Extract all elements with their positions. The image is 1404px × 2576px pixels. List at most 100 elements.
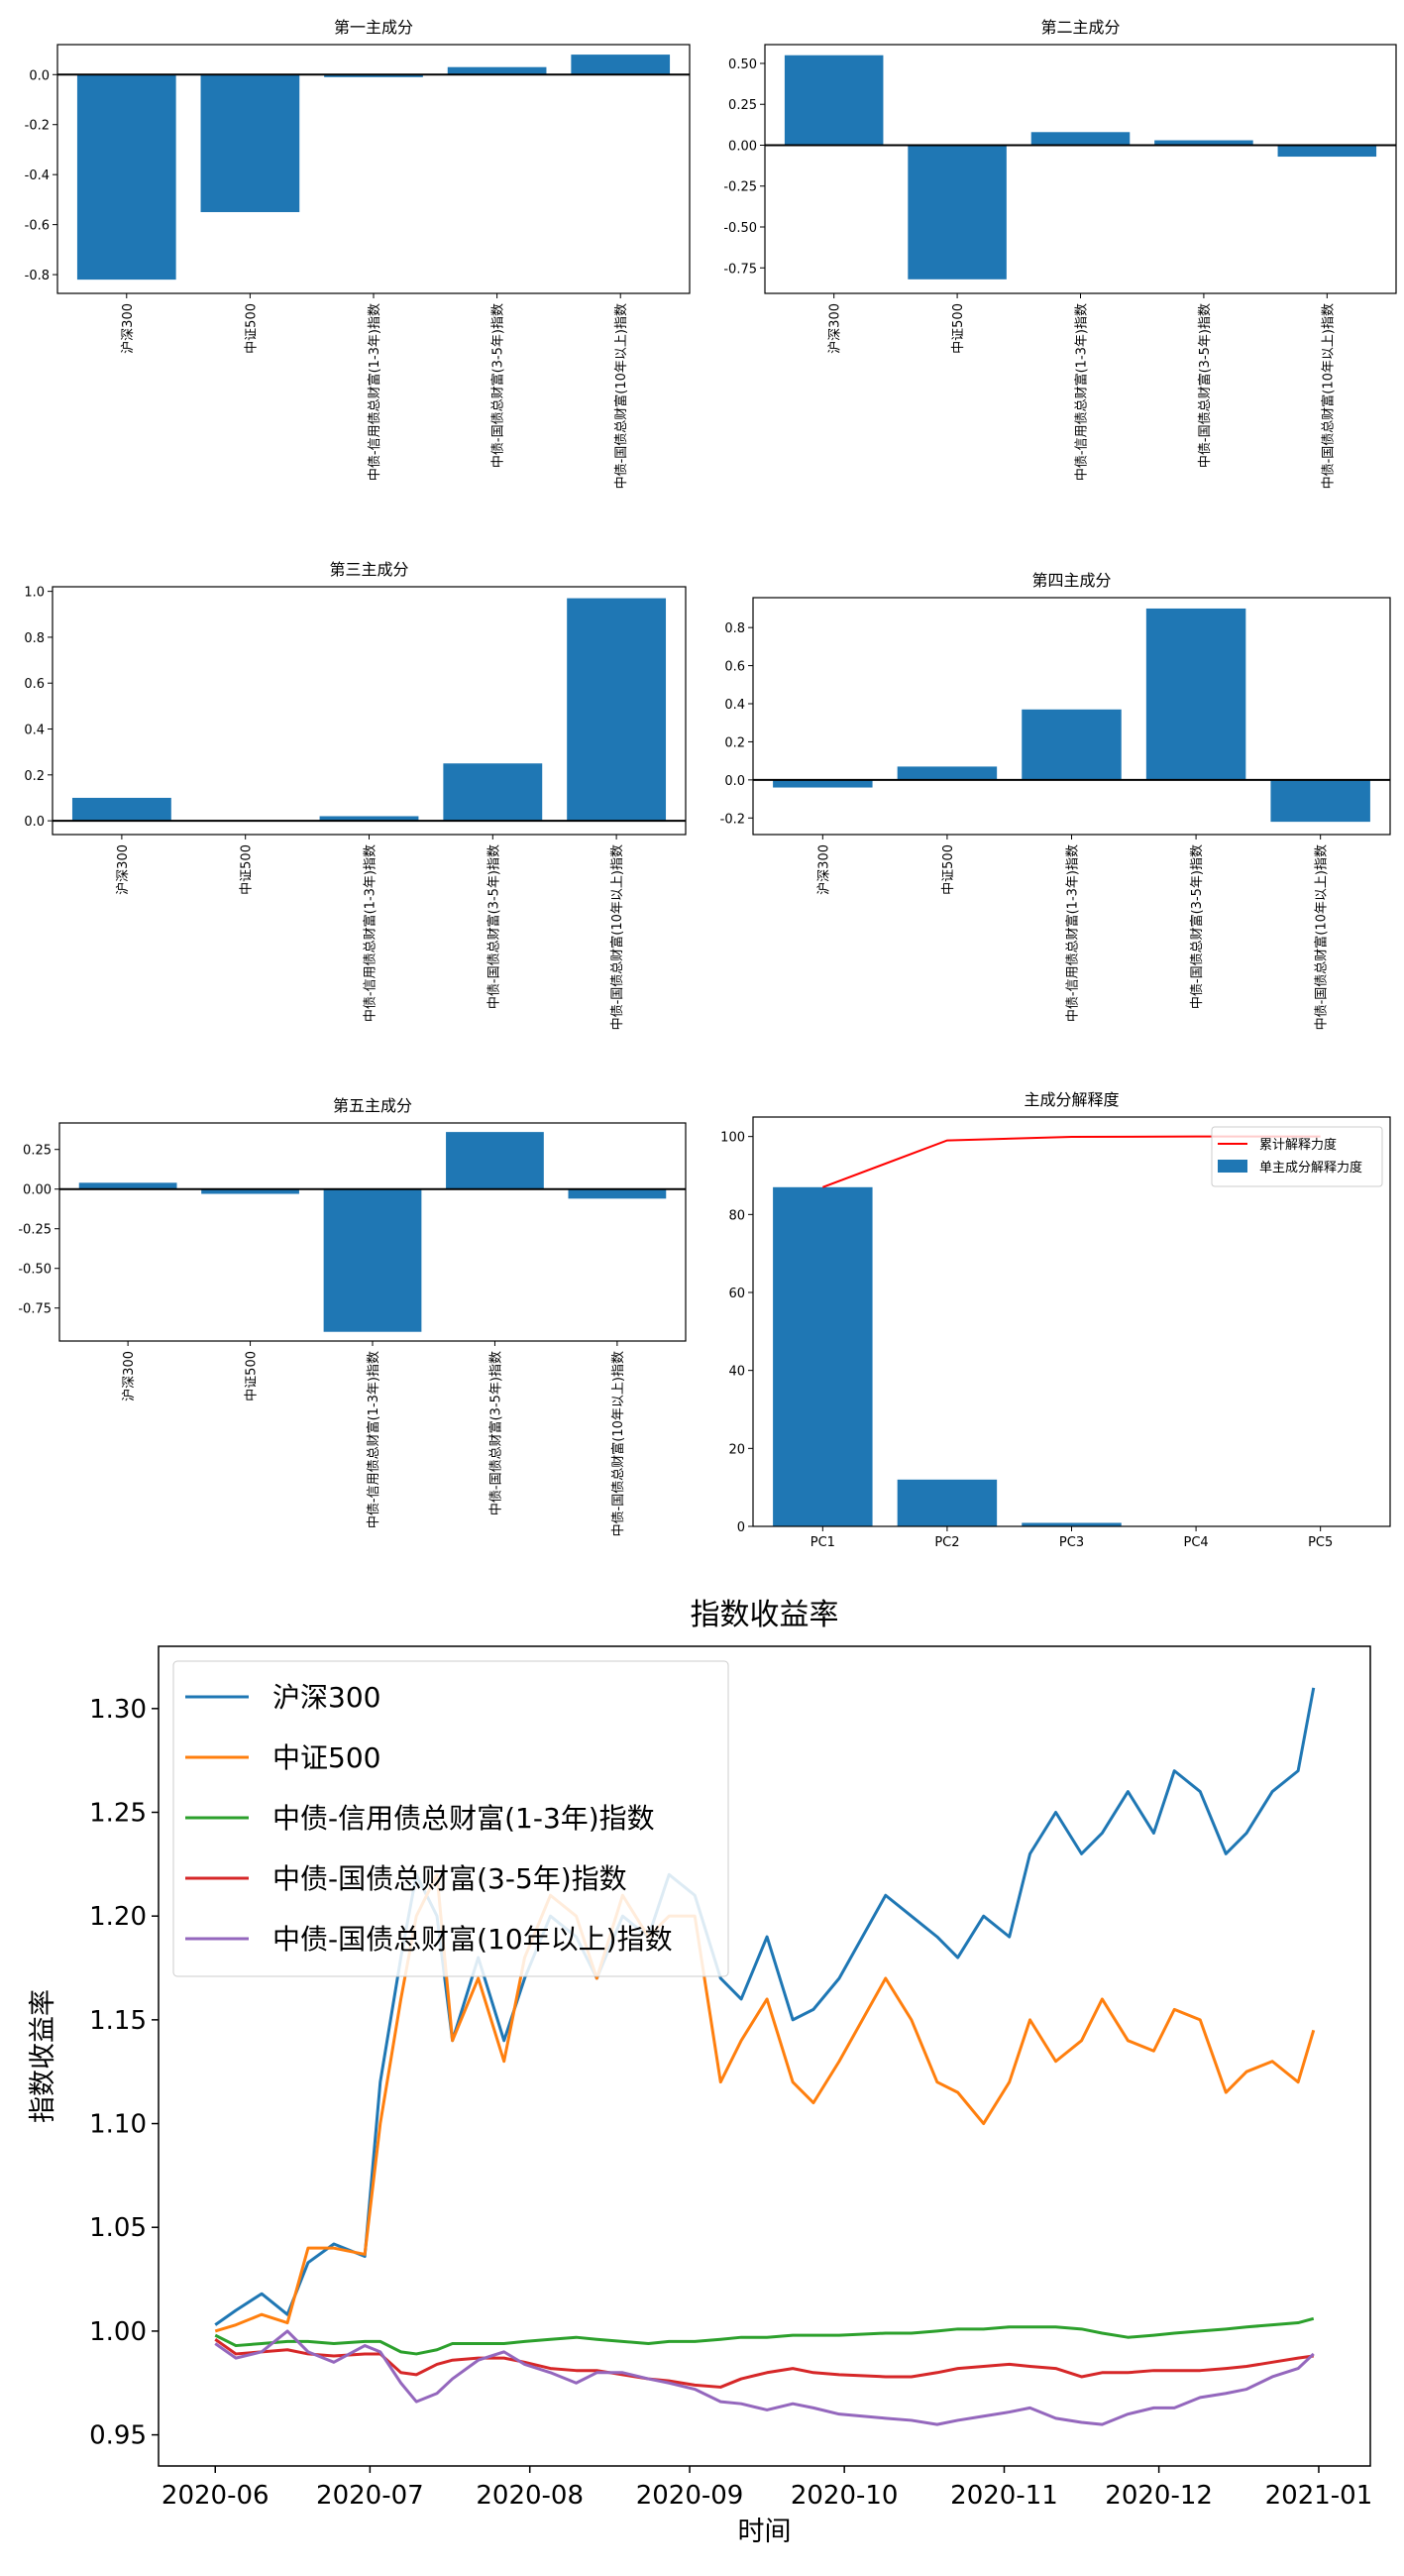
x-tick-label: 中证500	[240, 844, 255, 895]
y-tick-label: -0.25	[723, 180, 757, 195]
x-tick-label: 2020-07	[316, 2481, 424, 2511]
bar-2	[200, 74, 300, 213]
bar-1	[71, 797, 171, 822]
legend-box	[1211, 1126, 1383, 1187]
legend-label: 累计解释力度	[1259, 1137, 1337, 1153]
y-tick-label: 1.10	[89, 2110, 147, 2140]
y-tick-label: 40	[728, 1365, 745, 1380]
bar-4	[1145, 608, 1246, 780]
bar-4	[446, 1132, 544, 1189]
x-tick-label: 2020-10	[791, 2481, 899, 2511]
x-tick-label: 沪深300	[827, 303, 843, 354]
y-tick-label: -0.75	[18, 1302, 52, 1317]
y-tick-label: 80	[728, 1208, 745, 1223]
y-tick-label: 0.0	[29, 68, 50, 83]
legend-label: 单主成分解释力度	[1259, 1160, 1362, 1176]
y-tick-label: -0.50	[18, 1263, 52, 1278]
series-line-2	[214, 1872, 1316, 2333]
x-tick-label: PC4	[1183, 1535, 1208, 1550]
x-tick-label: 中债-国债总财富(3-5年)指数	[1189, 844, 1205, 1009]
x-tick-label: 中债-信用债总财富(1-3年)指数	[367, 303, 382, 481]
x-tick-label: PC1	[810, 1535, 835, 1550]
chart-title: 第一主成分	[334, 18, 413, 37]
y-tick-label: 1.05	[89, 2213, 147, 2243]
x-tick-label: 2020-11	[950, 2481, 1058, 2511]
x-tick-label: 中债-国债总财富(10年以上)指数	[610, 1351, 626, 1536]
x-tick-label: 中债-国债总财富(10年以上)指数	[613, 303, 629, 489]
chart-title: 指数收益率	[691, 1598, 839, 1632]
chart-title: 第二主成分	[1040, 18, 1120, 37]
bar-5	[571, 55, 671, 75]
bar-4	[1154, 140, 1253, 146]
chart-title: 主成分解释度	[1024, 1090, 1119, 1109]
bar-chart-2: 第二主成分 0.50 0.25 0.00 -0.25 -0.50 -0.75 沪深300 中证5…	[723, 18, 1397, 489]
series-line-4	[214, 2338, 1314, 2389]
bar-2	[897, 766, 998, 780]
x-tick-label: 沪深300	[815, 844, 831, 895]
bar-chart-4: 第四主成分 -0.2 0.0 0.2 0.4 0.6 0.8 沪深300 中证500 中债-信用债…	[720, 571, 1391, 1030]
x-tick-label: PC3	[1059, 1535, 1084, 1550]
x-tick-label: 中证500	[941, 844, 956, 895]
legend-label: 沪深300	[272, 1681, 380, 1714]
series-line-5	[214, 2329, 1315, 2426]
y-tick-label: -0.2	[720, 812, 745, 827]
x-tick-label: 中债-国债总财富(10年以上)指数	[1314, 844, 1330, 1030]
y-tick-label: 0.25	[23, 1144, 52, 1159]
bar-1	[773, 1186, 873, 1526]
x-tick-label: 中债-国债总财富(3-5年)指数	[487, 1351, 503, 1515]
y-tick-label: -0.8	[25, 269, 50, 283]
y-tick-label: 0.00	[728, 139, 757, 154]
y-tick-label: 0.6	[724, 660, 745, 675]
line-chart: 指数收益率 0.95 1.00 1.05 1.10 1.15 1.20 1.25 1.30 202…	[28, 1598, 1372, 2547]
x-tick-label: 2020-12	[1105, 2481, 1213, 2511]
bar-5	[1277, 145, 1377, 158]
bar-1	[78, 1182, 177, 1189]
y-tick-label: 0.0	[724, 774, 745, 789]
x-tick-label: 沪深300	[115, 844, 131, 895]
x-tick-label: 中债-信用债总财富(1-3年)指数	[1074, 303, 1090, 481]
x-tick-label: 中债-信用债总财富(1-3年)指数	[1065, 844, 1081, 1022]
bar-chart-3: 第三主成分 0.0 0.2 0.4 0.6 0.8 1.0 沪深300 中证500 中债-信用债总…	[24, 560, 687, 1030]
legend: 沪深300 中证500 中债-信用债总财富(1-3年)指数中债-国债总财富(3-5年…	[172, 1660, 729, 1977]
y-tick-label: 0	[737, 1520, 745, 1535]
x-axis-label: 时间	[738, 2517, 792, 2547]
y-tick-label: -0.6	[25, 219, 50, 234]
x-tick-label: 中债-信用债总财富(1-3年)指数	[366, 1351, 381, 1528]
bar-chart-5: 第五主成分 0.25 0.00 -0.25 -0.50 -0.75 沪深300 中证500 中债…	[18, 1096, 687, 1536]
y-tick-label: 100	[720, 1131, 745, 1146]
bar-1	[76, 74, 176, 280]
x-tick-label: 2020-09	[636, 2481, 744, 2511]
legend-box	[172, 1660, 729, 1977]
y-tick-label: 0.50	[728, 57, 757, 72]
chart-title: 第五主成分	[333, 1096, 412, 1115]
legend-label: 中债-信用债总财富(1-3年)指数	[272, 1802, 655, 1835]
bar-3	[323, 1188, 422, 1332]
legend-label: 中债-国债总财富(3-5年)指数	[272, 1862, 627, 1895]
x-tick-label: 中债-信用债总财富(1-3年)指数	[363, 844, 378, 1022]
y-tick-label: 1.15	[89, 2006, 147, 2036]
bar-4	[447, 66, 547, 75]
x-tick-label: 中证500	[951, 303, 966, 354]
bar-1	[784, 55, 884, 146]
x-tick-label: 中债-国债总财富(3-5年)指数	[486, 844, 501, 1009]
y-tick-label: 1.30	[89, 1695, 147, 1725]
y-tick-label: 1.0	[24, 586, 45, 601]
y-axis-label: 指数收益率	[28, 1989, 58, 2123]
y-tick-label: 0.4	[724, 698, 745, 713]
bar-2	[908, 145, 1007, 280]
y-tick-label: -0.75	[723, 262, 757, 277]
chart-title: 第四主成分	[1031, 571, 1111, 590]
y-tick-label: 0.8	[724, 621, 745, 636]
y-tick-label: 0.25	[728, 98, 757, 113]
x-tick-label: 沪深300	[121, 1351, 137, 1401]
x-tick-label: 中债-国债总财富(10年以上)指数	[609, 844, 625, 1030]
y-tick-label: -0.2	[25, 119, 50, 134]
x-tick-label: 2020-06	[162, 2481, 270, 2511]
axes-frame	[158, 1645, 1371, 2467]
bar-2	[897, 1479, 998, 1526]
bar-1	[773, 779, 873, 788]
y-tick-label: 0.2	[724, 735, 745, 750]
bar-5	[1270, 779, 1370, 823]
x-tick-label: 中债-国债总财富(3-5年)指数	[490, 303, 506, 468]
